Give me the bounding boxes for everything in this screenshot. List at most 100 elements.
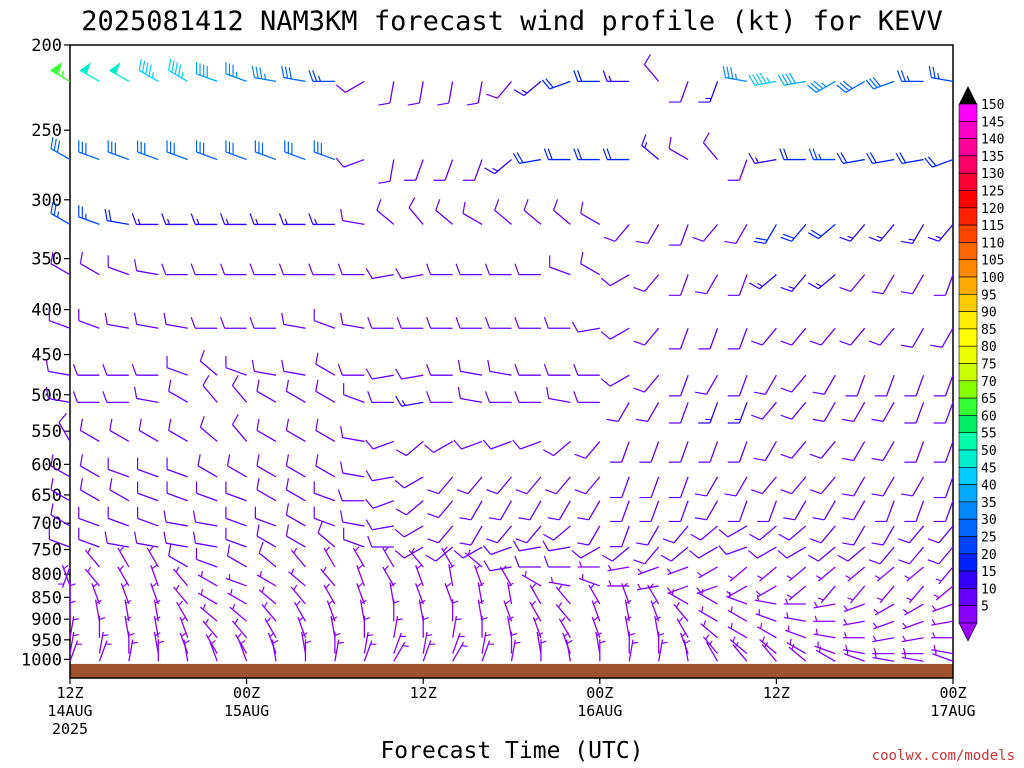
wind-barb xyxy=(462,201,483,225)
wind-barb xyxy=(192,531,218,548)
wind-barb xyxy=(395,440,424,457)
wind-barb xyxy=(335,80,365,93)
wind-barb xyxy=(220,317,247,329)
wind-barb xyxy=(98,640,112,662)
wind-barb xyxy=(50,478,71,502)
wind-barb xyxy=(78,205,100,226)
wind-barb xyxy=(451,599,459,622)
wind-barb xyxy=(558,617,571,639)
wind-barb xyxy=(134,531,159,548)
wind-barb xyxy=(591,599,601,622)
wind-barb xyxy=(573,148,600,161)
wind-barb xyxy=(365,368,394,380)
wind-barb xyxy=(628,631,635,654)
wind-barb xyxy=(256,524,277,548)
wind-barb xyxy=(293,600,307,622)
wind-barb xyxy=(290,547,306,568)
wind-barb xyxy=(573,391,600,403)
colorbar-swatch xyxy=(958,121,978,139)
wind-barb xyxy=(146,546,159,568)
wind-barb xyxy=(698,589,718,605)
wind-barb xyxy=(601,546,630,562)
wind-barb xyxy=(285,503,306,527)
wind-barb xyxy=(698,81,719,103)
wind-barb xyxy=(786,585,807,601)
wind-barb xyxy=(868,223,895,242)
wind-barb xyxy=(621,582,630,605)
wind-barb xyxy=(577,500,601,521)
x-tick-label: 2025 xyxy=(52,720,88,738)
wind-barb xyxy=(393,599,400,622)
wind-barb xyxy=(523,199,542,225)
wind-barb xyxy=(777,546,807,559)
wind-barb xyxy=(783,598,806,605)
wind-barb xyxy=(317,521,336,548)
wind-barb xyxy=(107,506,130,527)
wind-barb xyxy=(727,441,748,463)
wind-barb xyxy=(637,566,659,576)
wind-barb xyxy=(839,274,866,293)
wind-barb xyxy=(395,500,424,516)
wind-barb xyxy=(933,500,954,523)
colorbar-swatch xyxy=(958,207,978,226)
colorbar-label: 45 xyxy=(981,461,997,476)
wind-barb xyxy=(179,616,189,639)
wind-barb xyxy=(427,476,454,495)
wind-barb xyxy=(543,148,571,161)
wind-barb xyxy=(161,213,188,226)
credit-text[interactable]: coolwx.com/models xyxy=(872,748,1015,764)
wind-barb xyxy=(69,616,80,638)
x-tick-label: 00Z xyxy=(586,684,613,702)
wind-barb xyxy=(356,582,365,605)
wind-barb xyxy=(225,481,247,502)
x-tick-label: 17AUG xyxy=(930,702,975,720)
wind-barb xyxy=(784,612,806,622)
x-tick-label: 12Z xyxy=(56,684,83,702)
colorbar-label: 135 xyxy=(981,150,1004,165)
wind-barb xyxy=(48,308,71,329)
wind-barb xyxy=(134,259,159,276)
wind-barb xyxy=(521,570,542,587)
wind-barb xyxy=(727,274,748,296)
wind-barb xyxy=(628,639,639,662)
wind-barb xyxy=(394,525,424,538)
wind-barb xyxy=(786,638,807,655)
colorbar-label: 80 xyxy=(981,340,997,355)
wind-barb xyxy=(290,584,306,605)
wind-barb xyxy=(658,639,668,662)
wind-barb xyxy=(932,649,954,662)
wind-barb xyxy=(668,374,689,397)
wind-barb xyxy=(258,586,277,605)
wind-barb xyxy=(676,617,689,639)
x-tick-label: 00Z xyxy=(939,684,966,702)
wind-barb xyxy=(382,546,395,568)
wind-barb xyxy=(356,564,365,587)
wind-barb xyxy=(751,401,777,420)
wind-barb xyxy=(138,58,159,82)
wind-barb xyxy=(128,631,135,654)
wind-barb xyxy=(933,476,954,499)
wind-barb xyxy=(484,317,512,329)
wind-barb xyxy=(326,599,336,622)
wind-barb xyxy=(238,639,248,662)
wind-barb xyxy=(668,441,689,463)
speed-colorbar: 1501451401351301251201151101051009590858… xyxy=(958,86,1004,642)
colorbar-label: 65 xyxy=(981,392,997,407)
wind-barb xyxy=(308,70,335,83)
wind-barb xyxy=(477,582,485,605)
wind-barb xyxy=(183,639,190,662)
wind-barb xyxy=(365,470,394,482)
wind-barb xyxy=(757,622,777,639)
wind-barb xyxy=(494,199,512,225)
wind-barb xyxy=(50,62,71,82)
wind-barb xyxy=(117,546,130,568)
wind-barb xyxy=(225,355,247,376)
wind-barb xyxy=(486,525,512,544)
wind-barb xyxy=(251,65,277,83)
wind-barb xyxy=(102,363,129,376)
wind-barb xyxy=(927,525,954,544)
wind-barb xyxy=(427,500,454,519)
wind-barb xyxy=(365,439,394,450)
wind-barb xyxy=(78,140,100,161)
